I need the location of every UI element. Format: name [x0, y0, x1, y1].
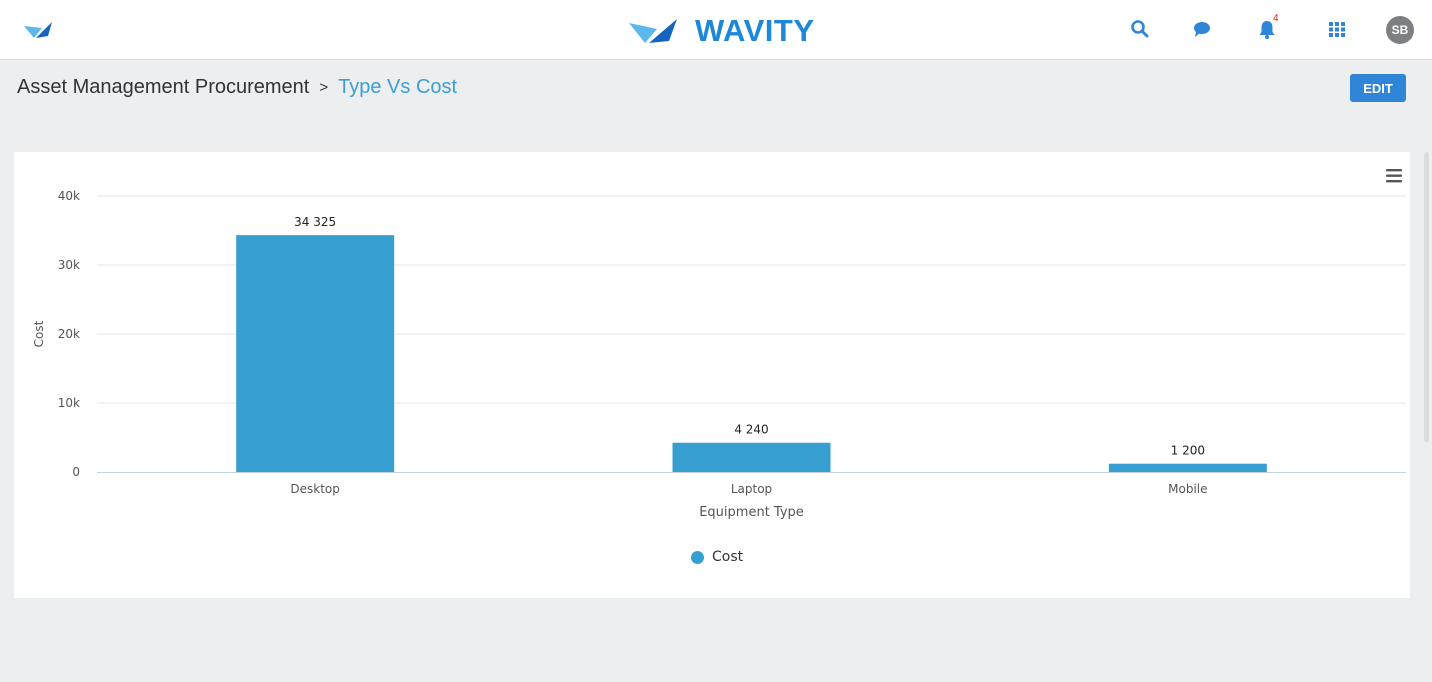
bar-chart: 0 10k 20k 30k 40k Cost 34 325 Desktop 4 240 Lapto…: [32, 189, 1406, 520]
edit-button[interactable]: EDIT: [1350, 74, 1406, 102]
y-tick-label: 40k: [58, 189, 80, 203]
brand-mark-icon: [629, 19, 677, 43]
bell-icon[interactable]: [1256, 18, 1278, 40]
breadcrumb: Asset Management Procurement > Type Vs C…: [17, 76, 457, 99]
breadcrumb-current: Type Vs Cost: [338, 76, 458, 98]
bar-desktop: [236, 235, 395, 472]
brand-name: WAVITY: [695, 13, 815, 48]
x-axis-title: Equipment Type: [699, 505, 804, 520]
search-icon[interactable]: [1129, 18, 1151, 40]
notification-count-badge: 4: [1273, 13, 1279, 24]
chart-menu-icon[interactable]: [1384, 167, 1404, 185]
wavity-logo-icon[interactable]: [22, 18, 78, 42]
x-tick-label: Mobile: [1168, 482, 1207, 496]
chart-card: 0 10k 20k 30k 40k Cost 34 325 Desktop 4 240 Lapto…: [14, 152, 1410, 598]
bar-data-label: 1 200: [1171, 444, 1205, 458]
chat-icon[interactable]: [1191, 18, 1213, 40]
y-axis-title: Cost: [32, 320, 46, 347]
bar-data-label: 34 325: [294, 215, 336, 229]
x-tick-label: Laptop: [731, 482, 772, 496]
brand-logo[interactable]: WAVITY: [627, 11, 815, 51]
chart-legend-item[interactable]: Cost: [691, 549, 743, 565]
apps-grid-icon[interactable]: [1326, 18, 1348, 40]
y-tick-label: 0: [72, 465, 80, 479]
bar-data-label: 4 240: [734, 423, 768, 437]
user-avatar[interactable]: SB: [1386, 16, 1414, 44]
legend-label: Cost: [712, 549, 744, 565]
y-tick-label: 10k: [58, 396, 80, 410]
bar-mobile: [1108, 463, 1267, 472]
y-tick-label: 30k: [58, 258, 80, 272]
top-navigation-bar: WAVITY 4 SB: [0, 0, 1432, 60]
vertical-scrollbar[interactable]: [1424, 152, 1429, 442]
x-tick-label: Desktop: [290, 482, 340, 496]
bar-laptop: [672, 442, 831, 472]
y-tick-label: 20k: [58, 327, 80, 341]
breadcrumb-separator: >: [319, 79, 329, 96]
legend-marker: [691, 550, 704, 564]
breadcrumb-parent-link[interactable]: Asset Management Procurement: [17, 76, 310, 98]
